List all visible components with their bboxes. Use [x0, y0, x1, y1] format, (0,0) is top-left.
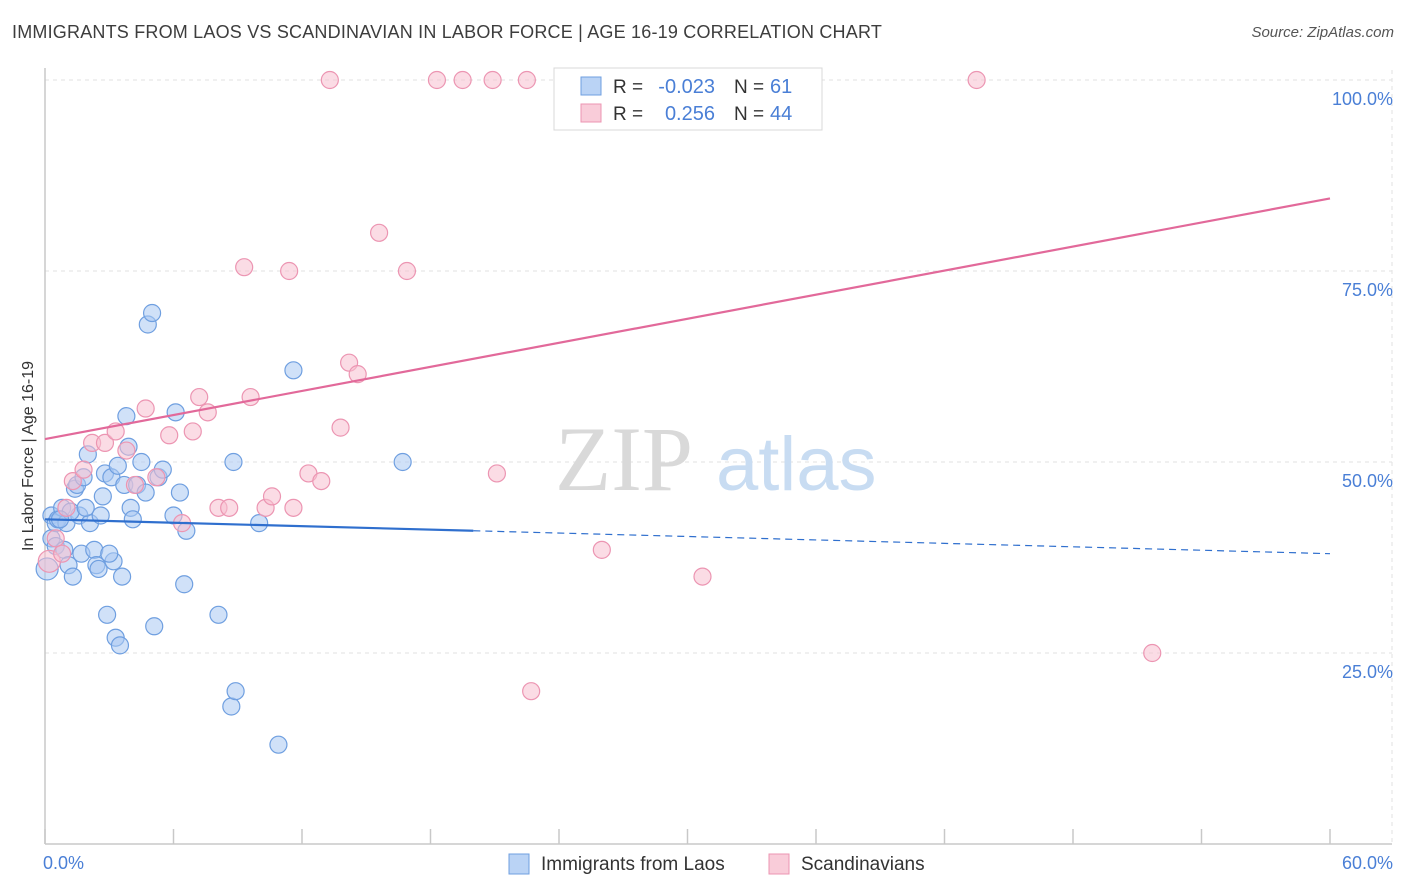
- chart-title: IMMIGRANTS FROM LAOS VS SCANDINAVIAN IN …: [12, 22, 883, 42]
- data-point-pink: [57, 498, 76, 517]
- data-point-pink: [117, 441, 136, 460]
- data-point-pink: [125, 475, 145, 495]
- axes: [44, 68, 1392, 845]
- y-tick-label: 100.0%: [1332, 89, 1393, 109]
- data-point-pink: [483, 70, 502, 90]
- data-point-blue: [145, 617, 164, 636]
- watermark-atlas: atlas: [716, 422, 877, 507]
- source-credit: Source: ZipAtlas.com: [1251, 24, 1394, 41]
- data-point-pink: [312, 472, 331, 491]
- data-point-blue: [393, 452, 412, 472]
- data-point-pink: [693, 567, 712, 586]
- trend-lines: [44, 197, 1331, 555]
- legend-swatch-pink: [768, 853, 790, 875]
- stats-r-value: 0.256: [665, 103, 715, 125]
- data-point-blue: [108, 456, 127, 475]
- data-point-pink: [453, 70, 472, 90]
- trend-line-pink: [44, 197, 1331, 441]
- stats-swatch-blue: [580, 76, 602, 96]
- data-point-blue: [110, 636, 130, 655]
- data-point-pink: [262, 487, 282, 506]
- stats-legend-box: R = -0.023 N = 61 R = 0.256 N = 44: [553, 67, 823, 131]
- y-tick-labels: 25.0% 50.0% 75.0% 100.0%: [1332, 89, 1393, 682]
- stats-n-label: N =: [734, 77, 764, 98]
- watermark-zip: ZIP: [555, 408, 693, 510]
- stats-swatch-pink: [580, 103, 602, 123]
- data-point-pink: [348, 365, 367, 384]
- trend-line-extension-blue: [473, 530, 1331, 555]
- data-point-pink: [147, 468, 166, 487]
- legend-label: Scandinavians: [801, 854, 925, 875]
- x-tick-label: 60.0%: [1342, 853, 1393, 873]
- trend-line-blue: [44, 518, 474, 532]
- data-point-pink: [136, 399, 155, 418]
- data-point-blue: [89, 559, 108, 579]
- data-point-pink: [331, 418, 350, 437]
- data-point-blue: [93, 487, 112, 506]
- y-axis-label: In Labor Force | Age 16-19: [20, 361, 37, 551]
- data-point-pink: [487, 464, 506, 483]
- gridlines: [45, 70, 1393, 843]
- data-point-blue: [284, 361, 303, 380]
- bottom-legend: Immigrants from Laos Scandinavians: [508, 853, 925, 875]
- data-point-blue: [132, 452, 151, 472]
- data-point-pink: [46, 529, 65, 548]
- data-point-blue: [142, 303, 162, 323]
- y-tick-label: 75.0%: [1342, 280, 1393, 300]
- data-point-pink: [74, 460, 93, 479]
- data-point-blue: [100, 544, 119, 563]
- data-point-blue: [209, 605, 228, 624]
- data-point-blue: [166, 403, 185, 422]
- data-point-pink: [370, 223, 389, 242]
- data-point-pink: [235, 258, 254, 277]
- data-point-pink: [517, 70, 536, 90]
- stats-n-value: 61: [770, 76, 792, 98]
- stats-r-label: R =: [613, 77, 643, 98]
- data-point-pink: [284, 498, 303, 517]
- legend-swatch-blue: [508, 853, 530, 875]
- data-point-blue: [85, 540, 104, 559]
- data-point-blue: [76, 498, 95, 517]
- data-point-pink: [320, 70, 339, 90]
- stats-n-value: 44: [770, 103, 792, 125]
- data-point-pink: [1143, 643, 1162, 663]
- stats-r-value: -0.023: [658, 76, 715, 98]
- x-tick-labels: 0.0% 60.0%: [43, 853, 1393, 873]
- data-point-blue: [222, 697, 241, 716]
- legend-label: Immigrants from Laos: [541, 854, 725, 875]
- data-point-pink: [592, 540, 611, 559]
- scatter-points: [35, 70, 1162, 754]
- data-point-pink: [280, 261, 299, 281]
- data-point-pink: [397, 261, 417, 281]
- data-point-pink: [220, 498, 239, 517]
- data-point-pink: [522, 682, 541, 701]
- data-point-blue: [175, 575, 194, 594]
- data-point-pink: [967, 70, 986, 90]
- data-point-blue: [170, 483, 190, 502]
- data-point-pink: [53, 544, 72, 563]
- x-tick-label: 0.0%: [43, 853, 84, 873]
- stats-r-label: R =: [613, 104, 643, 125]
- y-tick-label: 50.0%: [1342, 471, 1393, 491]
- data-point-pink: [190, 387, 209, 407]
- data-point-blue: [250, 514, 269, 533]
- data-point-pink: [183, 422, 202, 441]
- data-point-blue: [123, 510, 142, 529]
- data-point-blue: [226, 682, 245, 701]
- data-point-blue: [224, 452, 243, 472]
- stats-n-label: N =: [734, 104, 764, 125]
- data-point-pink: [241, 387, 260, 407]
- data-point-blue: [98, 605, 117, 624]
- data-point-pink: [95, 433, 115, 452]
- data-point-pink: [63, 472, 82, 491]
- data-point-blue: [269, 735, 288, 754]
- data-point-pink: [160, 426, 179, 445]
- watermark: ZIP atlas: [555, 408, 877, 510]
- y-tick-label: 25.0%: [1342, 662, 1393, 682]
- data-point-blue: [63, 567, 82, 586]
- data-point-blue: [112, 567, 132, 586]
- data-point-pink: [427, 70, 447, 90]
